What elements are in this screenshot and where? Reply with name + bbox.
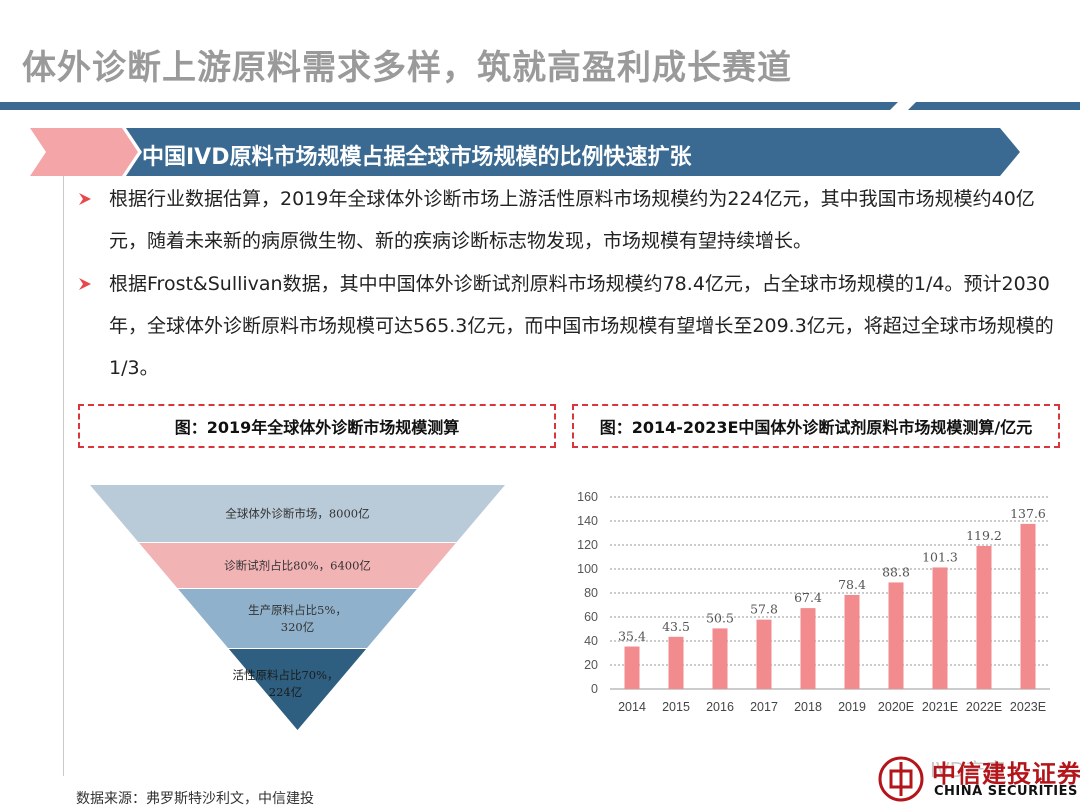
bar-value-label: 50.5 <box>706 610 734 625</box>
logo-english: CHINA SECURITIES <box>934 784 1078 799</box>
funnel-level-label: 诊断试剂占比80%，6400亿 <box>224 559 371 573</box>
x-tick-label: 2020E <box>878 700 914 714</box>
bar <box>800 608 816 689</box>
bar <box>756 619 772 689</box>
bar-chart: 0 20 40 60 80 100 120 140 160 35.4 2014 43.5 2015 50.… <box>577 490 1050 714</box>
page-title: 体外诊断上游原料需求多样，筑就高盈利成长赛道 <box>22 48 792 88</box>
x-tick-label: 2019 <box>838 700 866 714</box>
x-tick-label: 2023E <box>1010 700 1046 714</box>
left-divider <box>63 176 64 776</box>
x-tick-label: 2018 <box>794 700 822 714</box>
bar-value-label: 67.4 <box>794 590 822 605</box>
x-tick-label: 2014 <box>618 700 646 714</box>
x-tick-label: 2016 <box>706 700 734 714</box>
y-tick-label: 60 <box>584 610 598 624</box>
y-tick-label: 120 <box>577 538 598 552</box>
arrow-bullet-icon <box>79 193 91 205</box>
bullet-item: 根据Frost&Sullivan数据，其中中国体外诊断试剂原料市场规模约78.4… <box>78 263 1063 389</box>
funnel-level-label: 全球体外诊断市场，8000亿 <box>225 507 369 521</box>
bar <box>888 582 904 689</box>
bar <box>1020 523 1036 689</box>
funnel-level <box>139 543 456 588</box>
data-source: 数据来源：弗罗斯特沙利文，中信建投 <box>76 791 314 807</box>
y-tick-label: 0 <box>591 682 598 696</box>
watermark: IVD产库 <box>930 758 1005 782</box>
funnel-level <box>228 649 367 730</box>
bar <box>668 636 684 689</box>
bar-value-label: 137.6 <box>1010 506 1046 521</box>
funnel-level <box>178 589 417 648</box>
bar <box>712 628 728 689</box>
bar <box>844 594 860 689</box>
bar-value-label: 119.2 <box>966 528 1002 543</box>
y-tick-label: 80 <box>584 586 598 600</box>
section-banner <box>30 128 1020 176</box>
x-tick-label: 2022E <box>966 700 1002 714</box>
bullet-text: 根据Frost&Sullivan数据，其中中国体外诊断试剂原料市场规模约78.4… <box>109 273 1054 379</box>
logo-mark-icon <box>878 756 924 802</box>
bar <box>624 646 640 689</box>
y-tick-label: 160 <box>577 490 598 504</box>
bar <box>932 567 948 689</box>
funnel-level-label: 320亿 <box>281 620 314 634</box>
funnel-caption: 图：2019年全球体外诊断市场规模测算 <box>78 404 556 448</box>
bar-value-label: 78.4 <box>838 577 866 592</box>
y-tick-label: 100 <box>577 562 598 576</box>
funnel-level-label: 活性原料占比70%， <box>232 668 338 682</box>
x-tick-label: 2021E <box>922 700 958 714</box>
x-tick-label: 2017 <box>750 700 778 714</box>
y-tick-label: 20 <box>584 658 598 672</box>
y-tick-label: 40 <box>584 634 598 648</box>
funnel-level <box>90 485 505 542</box>
bar-value-label: 57.8 <box>750 602 778 617</box>
bar <box>976 545 992 689</box>
bullet-item: 根据行业数据估算，2019年全球体外诊断市场上游活性原料市场规模约为224亿元，… <box>78 178 1063 262</box>
bar-value-label: 101.3 <box>922 549 958 564</box>
funnel-level-label: 224亿 <box>269 685 302 699</box>
bullet-text: 根据行业数据估算，2019年全球体外诊断市场上游活性原料市场规模约为224亿元，… <box>109 188 1035 252</box>
funnel-level-label: 生产原料占比5%， <box>248 603 347 617</box>
bar-value-label: 35.4 <box>618 629 646 644</box>
chart-caption: 图：2014-2023E中国体外诊断试剂原料市场规模测算/亿元 <box>572 404 1060 448</box>
y-tick-label: 140 <box>577 514 598 528</box>
title-divider <box>0 102 1080 110</box>
x-tick-label: 2015 <box>662 700 690 714</box>
arrow-bullet-icon <box>79 278 91 290</box>
section-heading: 中国IVD原料市场规模占据全球市场规模的比例快速扩张 <box>142 145 692 170</box>
logo-name: 中信建投证券 <box>932 760 1080 788</box>
company-logo: 中信建投证券 CHINA SECURITIES <box>878 752 1080 806</box>
bar-value-label: 88.8 <box>882 564 910 579</box>
bar-value-label: 43.5 <box>662 619 690 634</box>
